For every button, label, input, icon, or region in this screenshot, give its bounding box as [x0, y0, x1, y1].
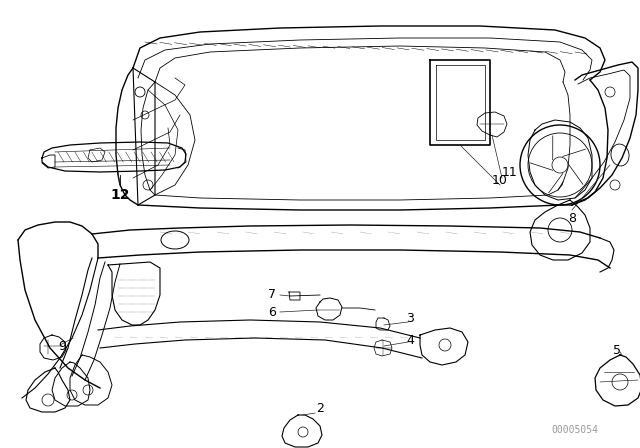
Text: 3: 3 [406, 311, 414, 324]
Text: 7: 7 [268, 288, 276, 301]
Text: 10: 10 [492, 173, 508, 186]
Text: 8: 8 [568, 211, 576, 224]
Text: 11: 11 [502, 165, 518, 178]
Text: 00005054: 00005054 [552, 425, 598, 435]
Text: 4: 4 [406, 333, 414, 346]
Text: 9: 9 [58, 340, 66, 353]
Text: 2: 2 [316, 401, 324, 414]
Text: 5: 5 [613, 344, 621, 357]
Text: 12: 12 [110, 188, 130, 202]
Text: 6: 6 [268, 306, 276, 319]
